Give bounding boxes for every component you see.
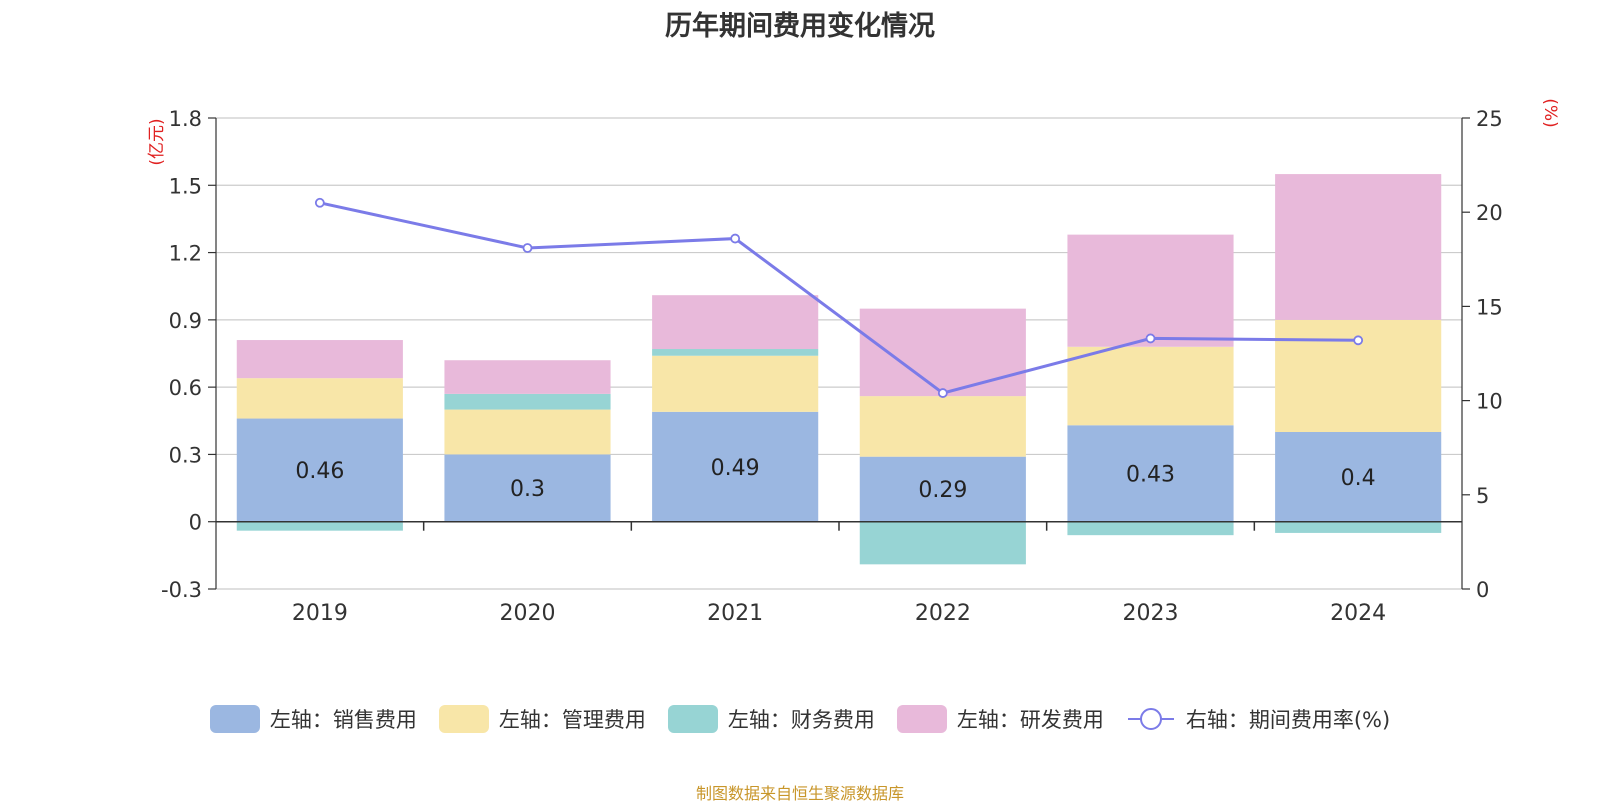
right-tick-label: 5 [1476,484,1489,508]
category-label: 2019 [292,601,348,626]
right-tick-label: 0 [1476,578,1489,602]
bar-segment [236,521,403,531]
legend-item[interactable]: 右轴：期间费用率(%) [1126,704,1390,734]
legend-label: 右轴：期间费用率(%) [1185,708,1391,732]
right-tick-label: 10 [1476,390,1503,414]
data-label: 0.49 [711,456,760,481]
bar-segment [652,349,819,356]
left-tick-label: 0.3 [169,443,202,467]
bar-segment [444,360,611,394]
right-tick-label: 25 [1476,107,1503,131]
bar-segment [236,418,403,522]
left-tick-label: -0.3 [161,578,202,602]
data-label: 0.3 [510,477,545,502]
rate-point [522,243,533,253]
bar-segment [1067,521,1234,536]
category-label: 2022 [915,601,971,626]
bar-segment [859,456,1026,522]
bar-segment [1275,521,1442,533]
bars [236,174,1442,565]
legend-item[interactable]: 左轴：管理费用 [438,704,646,734]
bar-segment [1067,425,1234,522]
chart-canvas: -0.3 0 0.3 0.6 0.9 1.2 1.5 1.8 0 5 10 15 20 25 (亿元) (%)… [147,98,1560,626]
bar-segment [1275,174,1442,320]
rate-point [1353,335,1364,346]
category-label: 2023 [1123,601,1179,626]
data-label: 0.46 [295,459,344,484]
rate-point [314,197,325,208]
left-tick-label: 1.8 [169,107,202,131]
legend-label: 左轴：财务费用 [727,708,875,732]
bar-segment [652,411,819,522]
rate-line-path [319,201,1359,395]
bar-segment [652,295,819,350]
chart-title: 历年期间费用变化情况 [665,11,935,42]
left-tick-label: 0.9 [169,309,202,333]
rate-point [937,388,948,398]
legend-swatch [209,705,260,733]
bar-segment [859,308,1026,397]
bar-segment [652,355,819,412]
bar-segment [1067,234,1234,347]
data-label: 0.43 [1126,462,1175,487]
legend: 左轴：销售费用 左轴：管理费用 左轴：财务费用 左轴：研发费用 右轴：期间费用率(%) [0,704,1600,734]
bar-segment [444,393,611,410]
legend-label: 左轴：销售费用 [269,708,417,732]
left-axis-unit: (亿元) [147,118,167,165]
right-tick-label: 20 [1476,201,1503,225]
left-tick-label: 1.5 [169,174,202,198]
left-tick-label: 0 [189,511,202,535]
bar-segment [859,521,1026,565]
bar-segment [1275,432,1442,522]
left-tick-label: 1.2 [169,242,202,266]
bar-segment [1067,346,1234,426]
bar-segment [444,409,611,455]
legend-swatch [438,705,489,733]
legend-line-swatch [1127,708,1174,730]
source-note: 制图数据来自恒生聚源数据库 [695,784,904,803]
data-label: 0.4 [1341,466,1376,491]
category-label: 2021 [707,601,763,626]
bar-segment [236,340,403,379]
bar-segment [444,454,611,522]
legend-swatch [896,705,947,733]
legend-item[interactable]: 左轴：财务费用 [667,704,875,734]
right-tick-label: 15 [1476,295,1503,319]
legend-item[interactable]: 左轴：销售费用 [209,704,417,734]
data-label: 0.29 [918,478,967,503]
axes: -0.3 0 0.3 0.6 0.9 1.2 1.5 1.8 0 5 10 15 20 25 (亿元) (%)… [147,98,1560,626]
rate-point [1145,333,1156,344]
bar-segment [859,396,1026,457]
bar-segment [236,378,403,419]
data-labels: 0.46 0.3 0.49 0.29 0.43 0.4 [295,456,1375,503]
legend-label: 左轴：管理费用 [498,708,646,732]
legend-swatch [667,705,718,733]
category-label: 2020 [500,601,556,626]
legend-label: 左轴：研发费用 [956,708,1104,732]
right-axis-unit: (%) [1540,98,1560,127]
legend-item[interactable]: 左轴：研发费用 [896,704,1104,734]
category-label: 2024 [1330,601,1386,626]
rate-line [314,197,1364,398]
left-tick-label: 0.6 [169,376,202,400]
rate-point [730,233,741,244]
